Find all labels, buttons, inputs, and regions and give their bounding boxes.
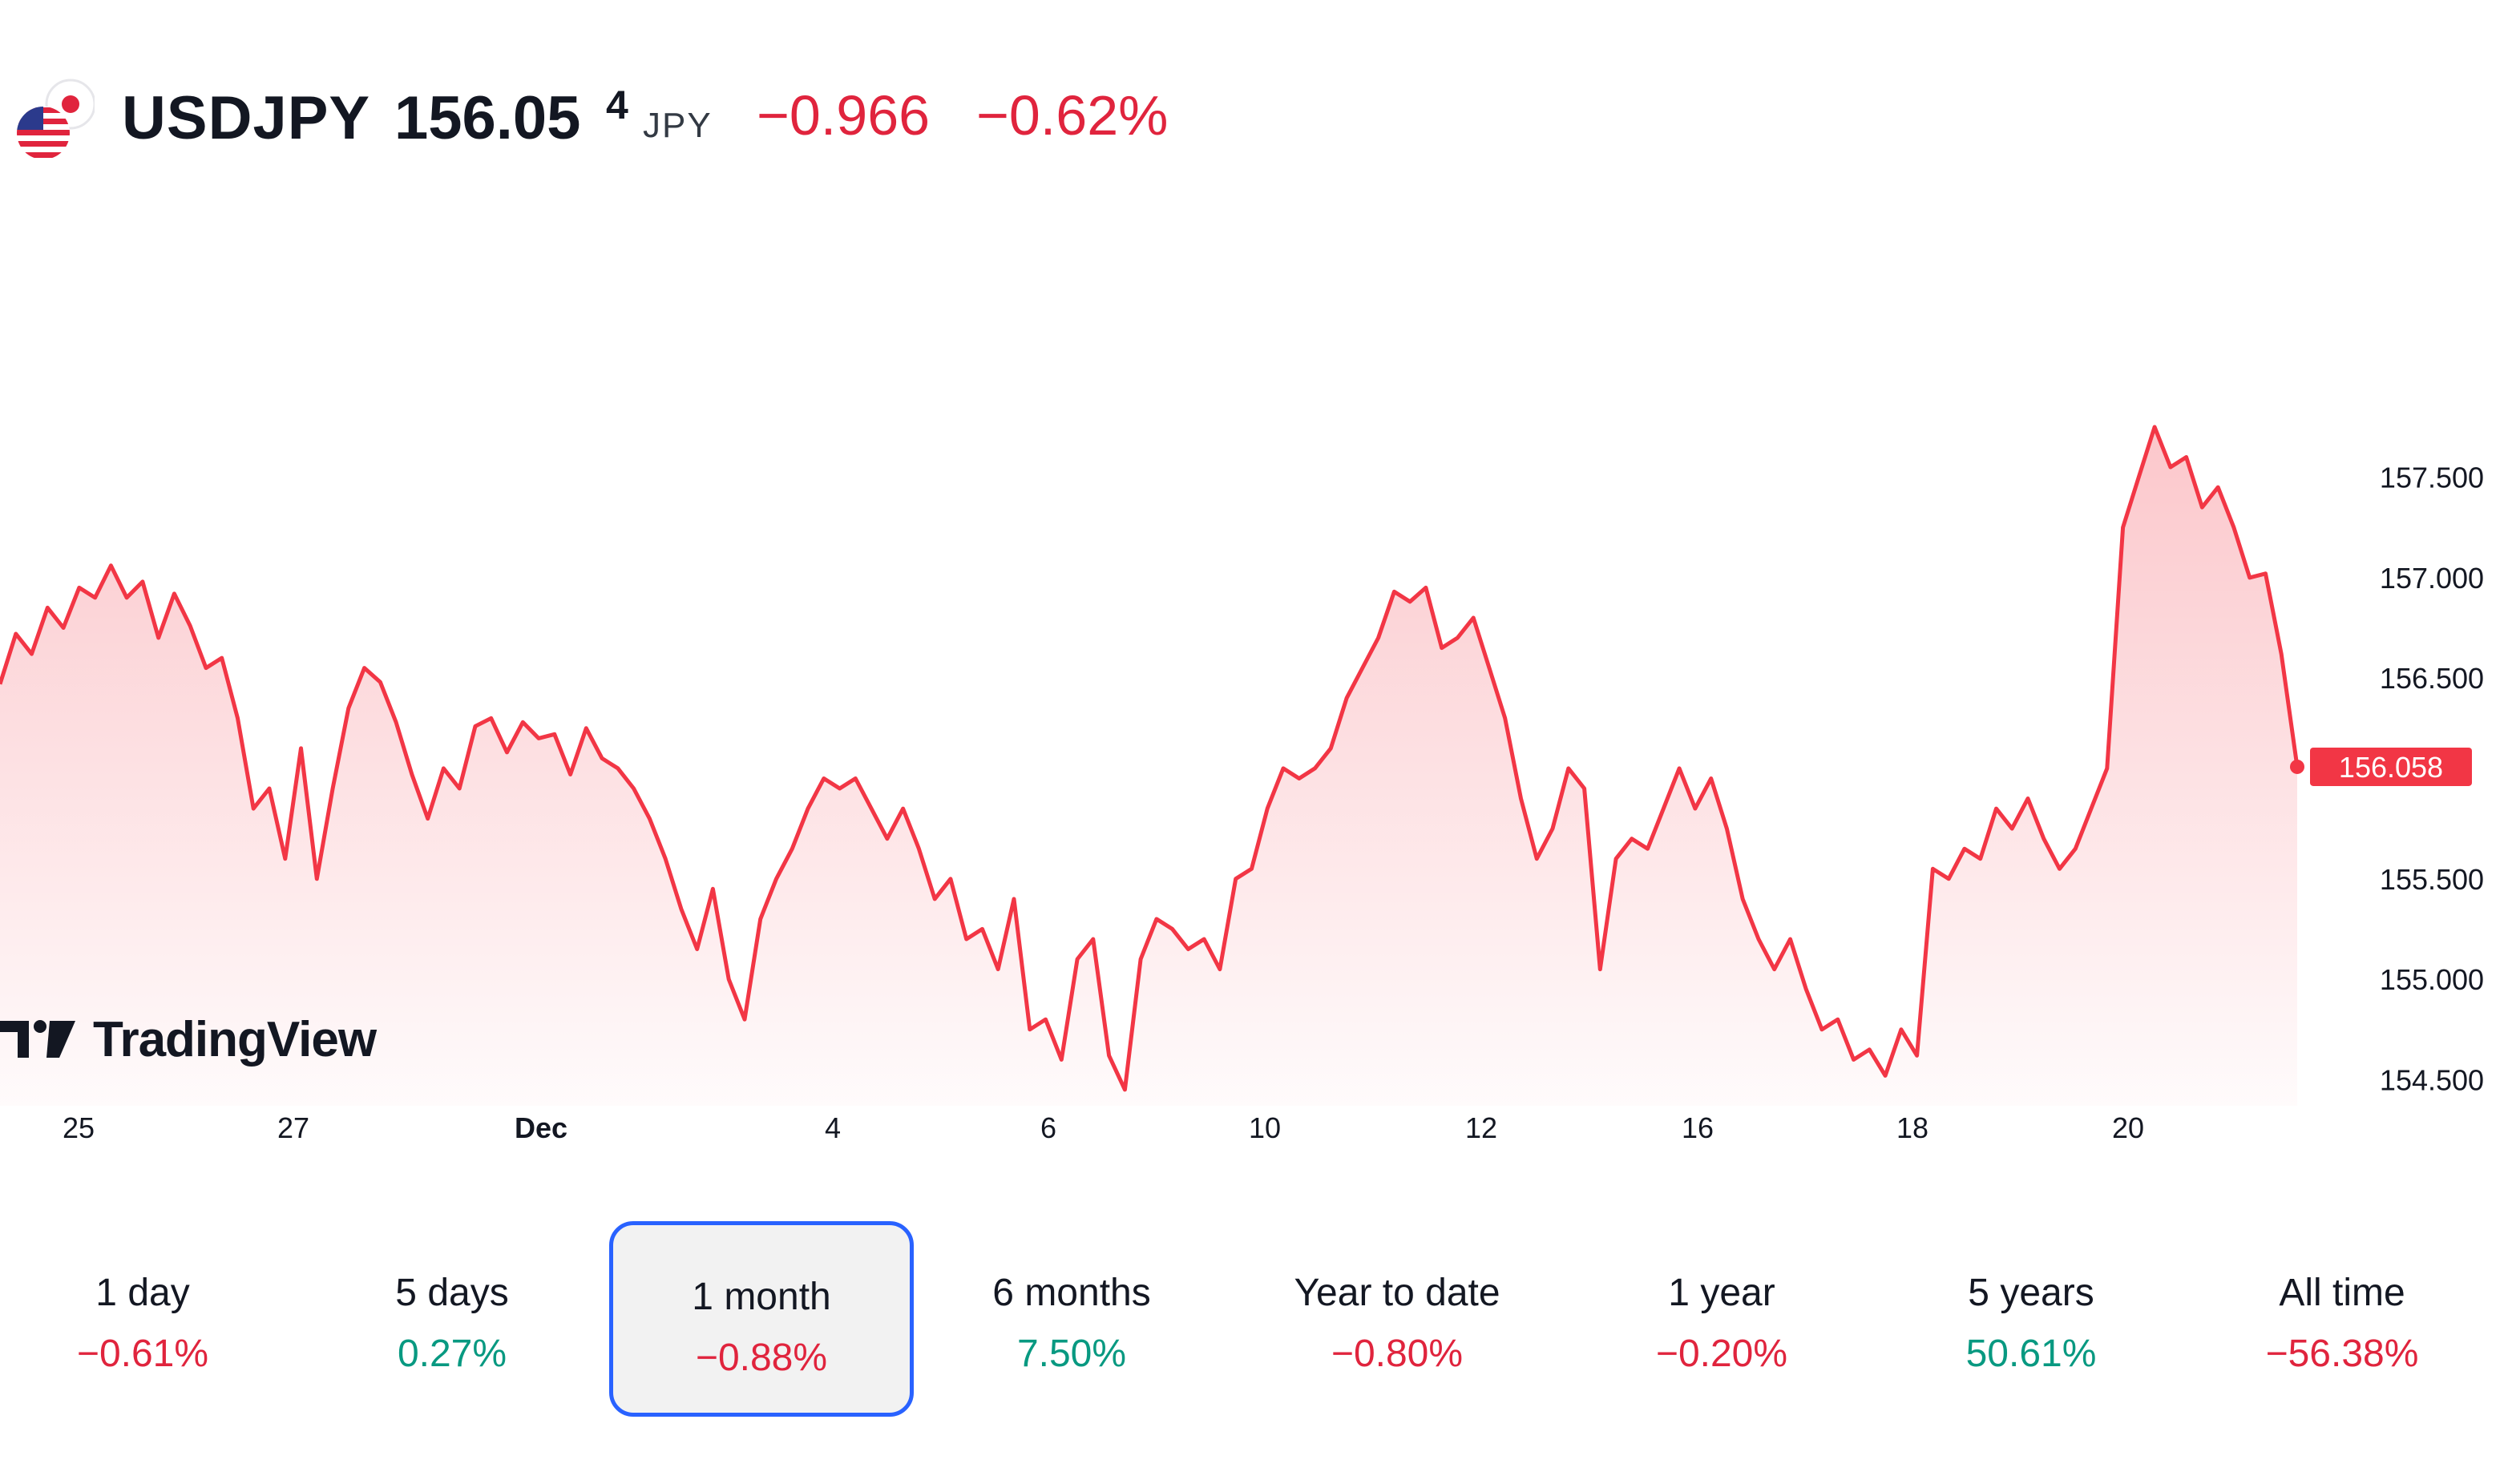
- y-tick-label: 155.000: [2380, 963, 2484, 996]
- period-label: All time: [2279, 1272, 2405, 1314]
- last-price-pipette: 4: [606, 83, 628, 127]
- tradingview-logo[interactable]: TradingView: [0, 1011, 417, 1067]
- last-price-label: 156.058: [2339, 751, 2443, 784]
- price-chart[interactable]: 157.500 157.000 156.500 155.500 155.000 154.5…: [0, 304, 2508, 1186]
- x-tick-label: 12: [1465, 1111, 1497, 1144]
- period-label: 6 months: [992, 1272, 1151, 1314]
- period-change: −0.61%: [76, 1333, 209, 1375]
- period-label: 1 month: [692, 1276, 831, 1318]
- period-5-days[interactable]: 5 days 0.27%: [300, 1221, 604, 1417]
- period-1-day[interactable]: 1 day −0.61%: [0, 1221, 295, 1417]
- last-price: 156.05: [394, 84, 581, 152]
- period-change: 7.50%: [1016, 1333, 1127, 1375]
- y-tick-label: 154.500: [2380, 1063, 2484, 1096]
- period-label: 5 years: [1968, 1272, 2094, 1314]
- change-percent: −0.62%: [976, 84, 1169, 147]
- period-change: −0.88%: [695, 1337, 828, 1379]
- symbol-header: USDJPY 156.05 4 JPY −0.966 −0.62%: [0, 71, 1363, 167]
- x-tick-label: 18: [1896, 1111, 1928, 1144]
- usd-jpy-flag-icon: [17, 79, 95, 159]
- y-tick-label: 157.000: [2380, 562, 2484, 595]
- x-tick-label: 16: [1682, 1111, 1714, 1144]
- period-change: −56.38%: [2265, 1333, 2419, 1375]
- x-tick-label: 6: [1040, 1111, 1056, 1144]
- period-label: Year to date: [1294, 1272, 1500, 1314]
- last-price-tag: 156.058: [2310, 747, 2472, 786]
- period-year-to-date[interactable]: Year to date −0.80%: [1245, 1221, 1549, 1417]
- x-axis: 25 27 Dec 4 6 10 12 16 18 20: [63, 1111, 2144, 1144]
- period-1-month[interactable]: 1 month −0.88%: [609, 1221, 914, 1417]
- y-tick-label: 157.500: [2380, 462, 2484, 494]
- period-change: −0.80%: [1331, 1333, 1464, 1375]
- period-selector: 1 day −0.61% 5 days 0.27% 1 month −0.88%…: [0, 1221, 2508, 1421]
- symbol-name: USDJPY: [122, 84, 371, 152]
- period-5-years[interactable]: 5 years 50.61%: [1879, 1221, 2183, 1417]
- y-tick-label: 156.500: [2380, 662, 2484, 695]
- period-6-months[interactable]: 6 months 7.50%: [919, 1221, 1224, 1417]
- x-tick-label: 4: [825, 1111, 841, 1144]
- currency-label: JPY: [643, 106, 713, 145]
- period-label: 1 year: [1668, 1272, 1775, 1314]
- x-tick-label: 20: [2112, 1111, 2144, 1144]
- y-axis: 157.500 157.000 156.500 155.500 155.000 154.5…: [2380, 462, 2484, 1097]
- period-change: 0.27%: [397, 1333, 507, 1375]
- tradingview-logo-icon: [0, 1020, 75, 1058]
- y-tick-label: 155.500: [2380, 863, 2484, 896]
- period-change: 50.61%: [1965, 1333, 2097, 1375]
- period-all-time[interactable]: All time −56.38%: [2190, 1221, 2494, 1417]
- x-tick-label: 25: [63, 1111, 95, 1144]
- change-absolute: −0.966: [757, 84, 931, 147]
- x-tick-label: 10: [1249, 1111, 1281, 1144]
- x-tick-label: Dec: [515, 1111, 567, 1144]
- price-line: [0, 425, 2300, 1092]
- x-tick-label: 27: [277, 1111, 309, 1144]
- period-change: −0.20%: [1655, 1333, 1788, 1375]
- period-label: 1 day: [95, 1272, 190, 1314]
- last-price-dot: [2290, 759, 2304, 774]
- price-area-fill: [0, 426, 2297, 1106]
- tradingview-wordmark: TradingView: [93, 1012, 377, 1067]
- period-label: 5 days: [395, 1272, 509, 1314]
- period-1-year[interactable]: 1 year −0.20%: [1569, 1221, 1874, 1417]
